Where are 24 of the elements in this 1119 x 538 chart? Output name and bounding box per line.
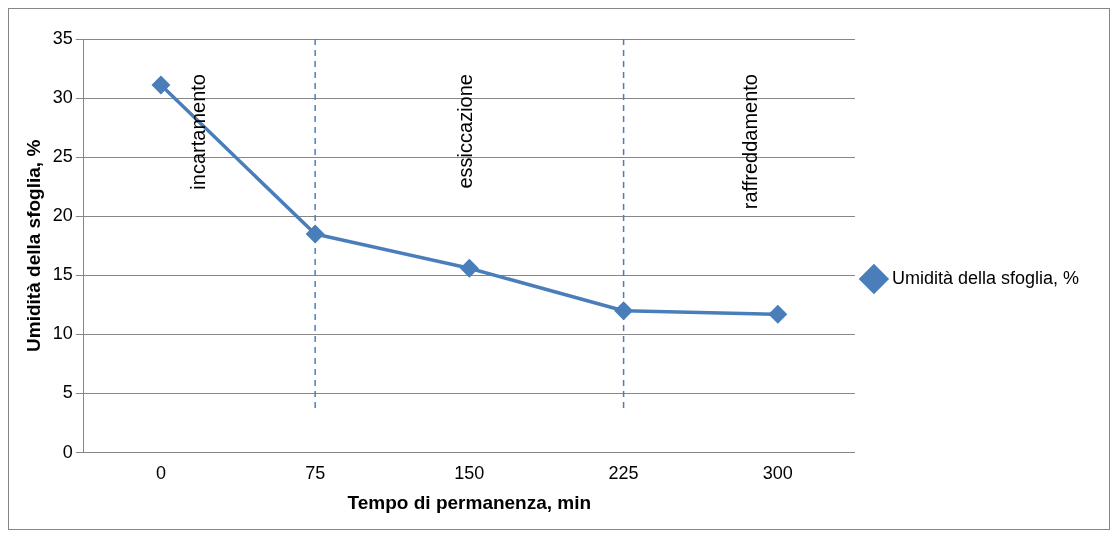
y-tick-label: 15 xyxy=(52,264,73,285)
x-axis-title: Tempo di permanenza, min xyxy=(347,491,592,513)
y-axis-title: Umidità della sfoglia, % xyxy=(22,139,44,352)
x-tick-label: 0 xyxy=(155,463,166,484)
annotation: incartamento xyxy=(187,74,210,190)
point xyxy=(614,302,633,320)
annotation: essiccazione xyxy=(454,74,477,189)
y-tick-label: 10 xyxy=(52,323,73,344)
y-tick-label: 30 xyxy=(52,87,73,108)
legend-label: Umidità della sfoglia, % xyxy=(891,267,1080,288)
point xyxy=(152,76,170,94)
y-tick-label: 0 xyxy=(62,441,73,462)
x-tick-label: 150 xyxy=(454,463,485,484)
x-tick-label: 300 xyxy=(762,463,793,484)
point xyxy=(460,259,479,277)
y-tick-label: 5 xyxy=(62,382,73,403)
point xyxy=(306,225,324,243)
y-tick-label: 20 xyxy=(52,205,73,226)
point xyxy=(769,305,787,324)
x-tick-label: 225 xyxy=(608,463,639,484)
y-tick-label: 35 xyxy=(52,27,73,48)
y-tick-label: 25 xyxy=(52,146,73,167)
x-tick-label: 75 xyxy=(305,463,326,484)
annotation: raffreddamento xyxy=(739,74,762,210)
